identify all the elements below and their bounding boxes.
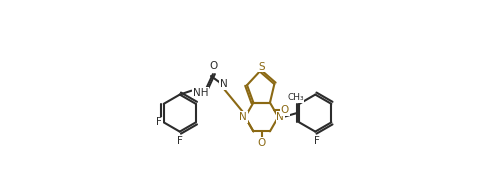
Text: O: O [281, 105, 289, 115]
Text: F: F [314, 136, 320, 146]
Text: NH: NH [193, 88, 208, 98]
Text: O: O [257, 138, 266, 148]
Text: N: N [276, 112, 284, 122]
Text: O: O [210, 61, 218, 71]
Text: N: N [239, 112, 247, 122]
Text: F: F [177, 136, 183, 146]
Text: S: S [258, 62, 265, 72]
Text: CH₃: CH₃ [287, 93, 304, 103]
Text: N: N [220, 79, 228, 89]
Text: F: F [156, 117, 162, 127]
